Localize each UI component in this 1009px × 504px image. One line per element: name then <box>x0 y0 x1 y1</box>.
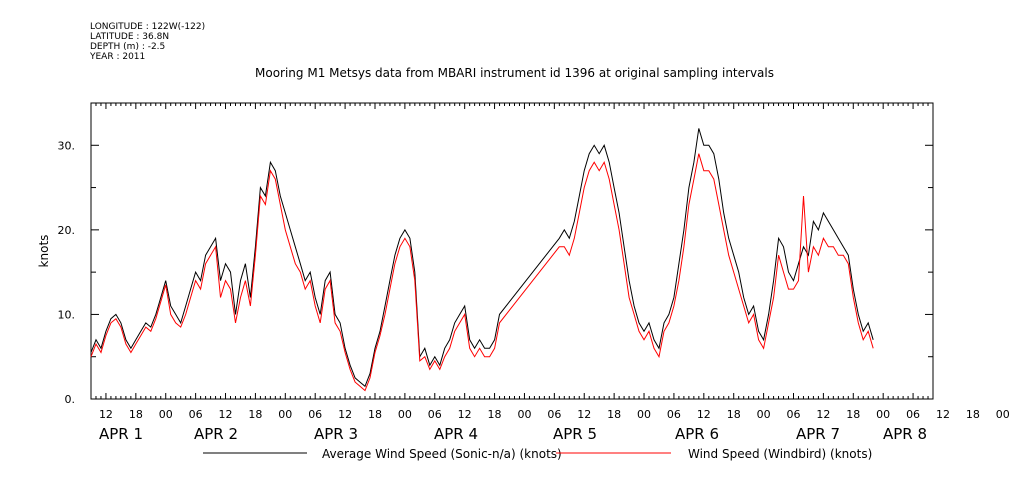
x-hour-tick-label: 06 <box>428 408 442 421</box>
year-label: YEAR : 2011 <box>90 52 146 62</box>
x-hour-tick-label: 06 <box>667 408 681 421</box>
y-tick-label: 20. <box>58 224 76 237</box>
x-hour-tick-label: 12 <box>697 408 711 421</box>
legend-label-1: Average Wind Speed (Sonic-n/a) (knots) <box>322 447 562 461</box>
x-hour-tick-label: 12 <box>219 408 233 421</box>
x-hour-tick-label: 00 <box>159 408 173 421</box>
x-hour-tick-label: 12 <box>458 408 472 421</box>
x-hour-tick-label: 06 <box>547 408 561 421</box>
x-day-label: APR 5 <box>553 425 597 443</box>
y-tick-label: 0. <box>65 393 76 406</box>
longitude-label: LONGITUDE : 122W(-122) <box>90 22 206 32</box>
metadata-block: LONGITUDE : 122W(-122) LATITUDE : 36.8N … <box>90 22 205 62</box>
x-day-label: APR 4 <box>434 425 478 443</box>
x-hour-tick-label: 18 <box>966 408 980 421</box>
x-hour-tick-label: 18 <box>368 408 382 421</box>
y-axis-label: knots <box>37 235 51 268</box>
legend-label-2: Wind Speed (Windbird) (knots) <box>688 447 872 461</box>
x-hour-tick-label: 18 <box>607 408 621 421</box>
x-hour-tick-label: 06 <box>189 408 203 421</box>
x-hour-tick-label: 18 <box>488 408 502 421</box>
x-day-label: APR 2 <box>194 425 238 443</box>
x-day-label: APR 1 <box>99 425 143 443</box>
x-hour-tick-label: 12 <box>99 408 113 421</box>
x-hour-tick-label: 18 <box>129 408 143 421</box>
x-hour-tick-label: 12 <box>816 408 830 421</box>
x-day-label: APR 3 <box>314 425 358 443</box>
x-hour-tick-label: 06 <box>786 408 800 421</box>
x-hour-tick-label: 06 <box>906 408 920 421</box>
y-tick-label: 10. <box>58 308 76 321</box>
plot-frame <box>90 102 934 400</box>
series-line-2 <box>90 153 874 392</box>
x-hour-tick-label: 00 <box>757 408 771 421</box>
x-hour-tick-label: 18 <box>248 408 262 421</box>
x-hour-tick-label: 00 <box>278 408 292 421</box>
x-day-label: APR 6 <box>675 425 719 443</box>
x-hour-tick-label: 06 <box>308 408 322 421</box>
x-day-label: APR 8 <box>883 425 927 443</box>
y-tick-label: 30. <box>58 139 76 152</box>
depth-label: DEPTH (m) : -2.5 <box>90 42 166 52</box>
chart-title: Mooring M1 Metsys data from MBARI instru… <box>255 66 774 80</box>
x-hour-tick-label: 18 <box>727 408 741 421</box>
x-hour-tick-label: 00 <box>876 408 890 421</box>
x-day-label: APR 7 <box>796 425 840 443</box>
x-hour-tick-label: 00 <box>996 408 1009 421</box>
x-hour-tick-label: 12 <box>936 408 950 421</box>
x-hour-tick-label: 12 <box>577 408 591 421</box>
x-hour-tick-label: 18 <box>846 408 860 421</box>
x-hour-tick-label: 12 <box>338 408 352 421</box>
latitude-label: LATITUDE : 36.8N <box>90 32 170 42</box>
x-hour-tick-label: 00 <box>398 408 412 421</box>
series-line-1 <box>90 128 874 388</box>
x-hour-tick-label: 00 <box>637 408 651 421</box>
x-hour-tick-label: 00 <box>517 408 531 421</box>
